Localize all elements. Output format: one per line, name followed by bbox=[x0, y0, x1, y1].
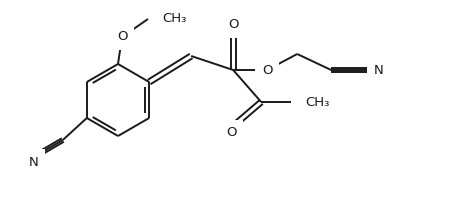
Text: CH₃: CH₃ bbox=[162, 12, 186, 26]
Text: O: O bbox=[228, 19, 238, 31]
Text: N: N bbox=[374, 63, 384, 77]
Text: CH₃: CH₃ bbox=[305, 95, 330, 109]
Text: O: O bbox=[226, 126, 237, 140]
Text: N: N bbox=[29, 156, 38, 168]
Text: O: O bbox=[262, 63, 273, 77]
Text: O: O bbox=[117, 31, 127, 43]
